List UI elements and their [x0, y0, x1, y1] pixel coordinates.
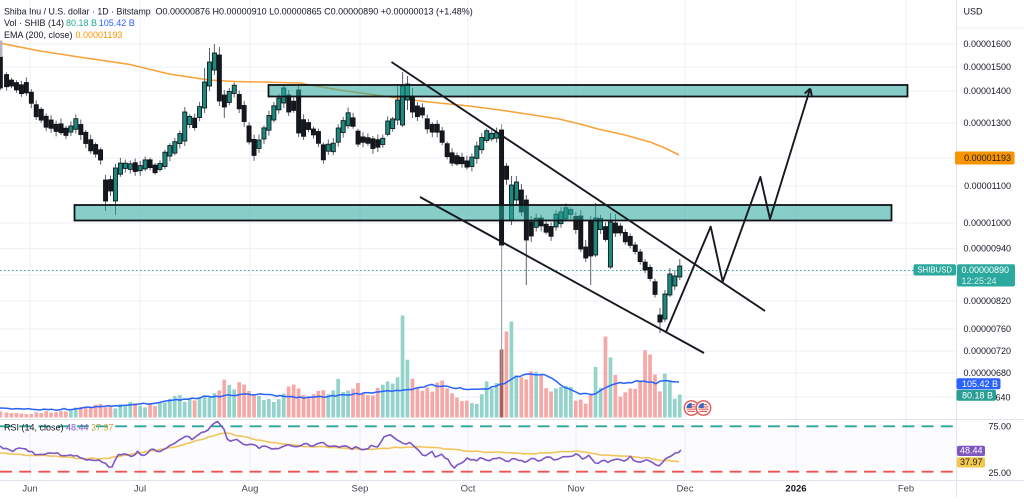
svg-text:Oct: Oct [461, 484, 476, 495]
svg-text:0.00000680: 0.00000680 [963, 368, 1011, 378]
svg-text:USD: USD [964, 6, 984, 16]
svg-text:0.00001193: 0.00001193 [76, 30, 123, 40]
svg-text:Jul: Jul [134, 484, 146, 495]
svg-text:105.42 B: 105.42 B [962, 379, 998, 389]
svg-text:0.00000760: 0.00000760 [963, 324, 1011, 334]
svg-text:37.97: 37.97 [960, 457, 983, 467]
svg-text:105.42 B: 105.42 B [99, 18, 135, 28]
svg-text:0.00001600: 0.00001600 [963, 39, 1011, 49]
svg-text:0.00001400: 0.00001400 [963, 86, 1011, 96]
svg-text:640: 640 [995, 392, 1010, 402]
svg-text:Nov: Nov [568, 484, 585, 495]
svg-text:0.00000720: 0.00000720 [963, 346, 1011, 356]
svg-text:Shiba Inu / U.S. dollar · 1D ·: Shiba Inu / U.S. dollar · 1D · Bitstamp [4, 6, 151, 16]
svg-text:0.00001500: 0.00001500 [963, 62, 1011, 72]
svg-text:2026: 2026 [785, 484, 806, 495]
svg-text:12:25:24: 12:25:24 [962, 276, 997, 286]
svg-text:0.00001000: 0.00001000 [963, 218, 1011, 228]
svg-text:RSI (14, close): RSI (14, close) [4, 422, 64, 432]
svg-text:EMA (200, close): EMA (200, close) [4, 30, 73, 40]
svg-text:Jun: Jun [22, 484, 37, 495]
svg-text:0.00001100: 0.00001100 [964, 181, 1011, 191]
svg-text:Feb: Feb [898, 484, 914, 495]
svg-text:80.18 B: 80.18 B [66, 18, 97, 28]
svg-text:Vol · SHIB (14): Vol · SHIB (14) [4, 18, 64, 28]
svg-text:0.00001193: 0.00001193 [964, 153, 1011, 163]
svg-text:25.00: 25.00 [988, 468, 1011, 478]
svg-text:O0.00000876 H0.00000910 L0.0: O0.00000876 H0.00000910 L0.00000865 C0.0… [156, 6, 473, 16]
svg-text:Sep: Sep [352, 484, 369, 495]
svg-text:0.00000890: 0.00000890 [962, 265, 1010, 275]
svg-text:80.18 B: 80.18 B [962, 390, 993, 400]
svg-text:0.00000940: 0.00000940 [963, 244, 1011, 254]
svg-text:75.00: 75.00 [988, 421, 1011, 431]
svg-text:37.97: 37.97 [91, 422, 114, 432]
svg-text:0.00001300: 0.00001300 [963, 118, 1011, 128]
svg-text:48.44: 48.44 [66, 422, 89, 432]
svg-text:SHIBUSD: SHIBUSD [917, 266, 952, 275]
svg-text:Dec: Dec [677, 484, 694, 495]
svg-text:48.44: 48.44 [960, 446, 983, 456]
svg-text:Aug: Aug [242, 484, 259, 495]
svg-text:0.00000820: 0.00000820 [963, 296, 1011, 306]
